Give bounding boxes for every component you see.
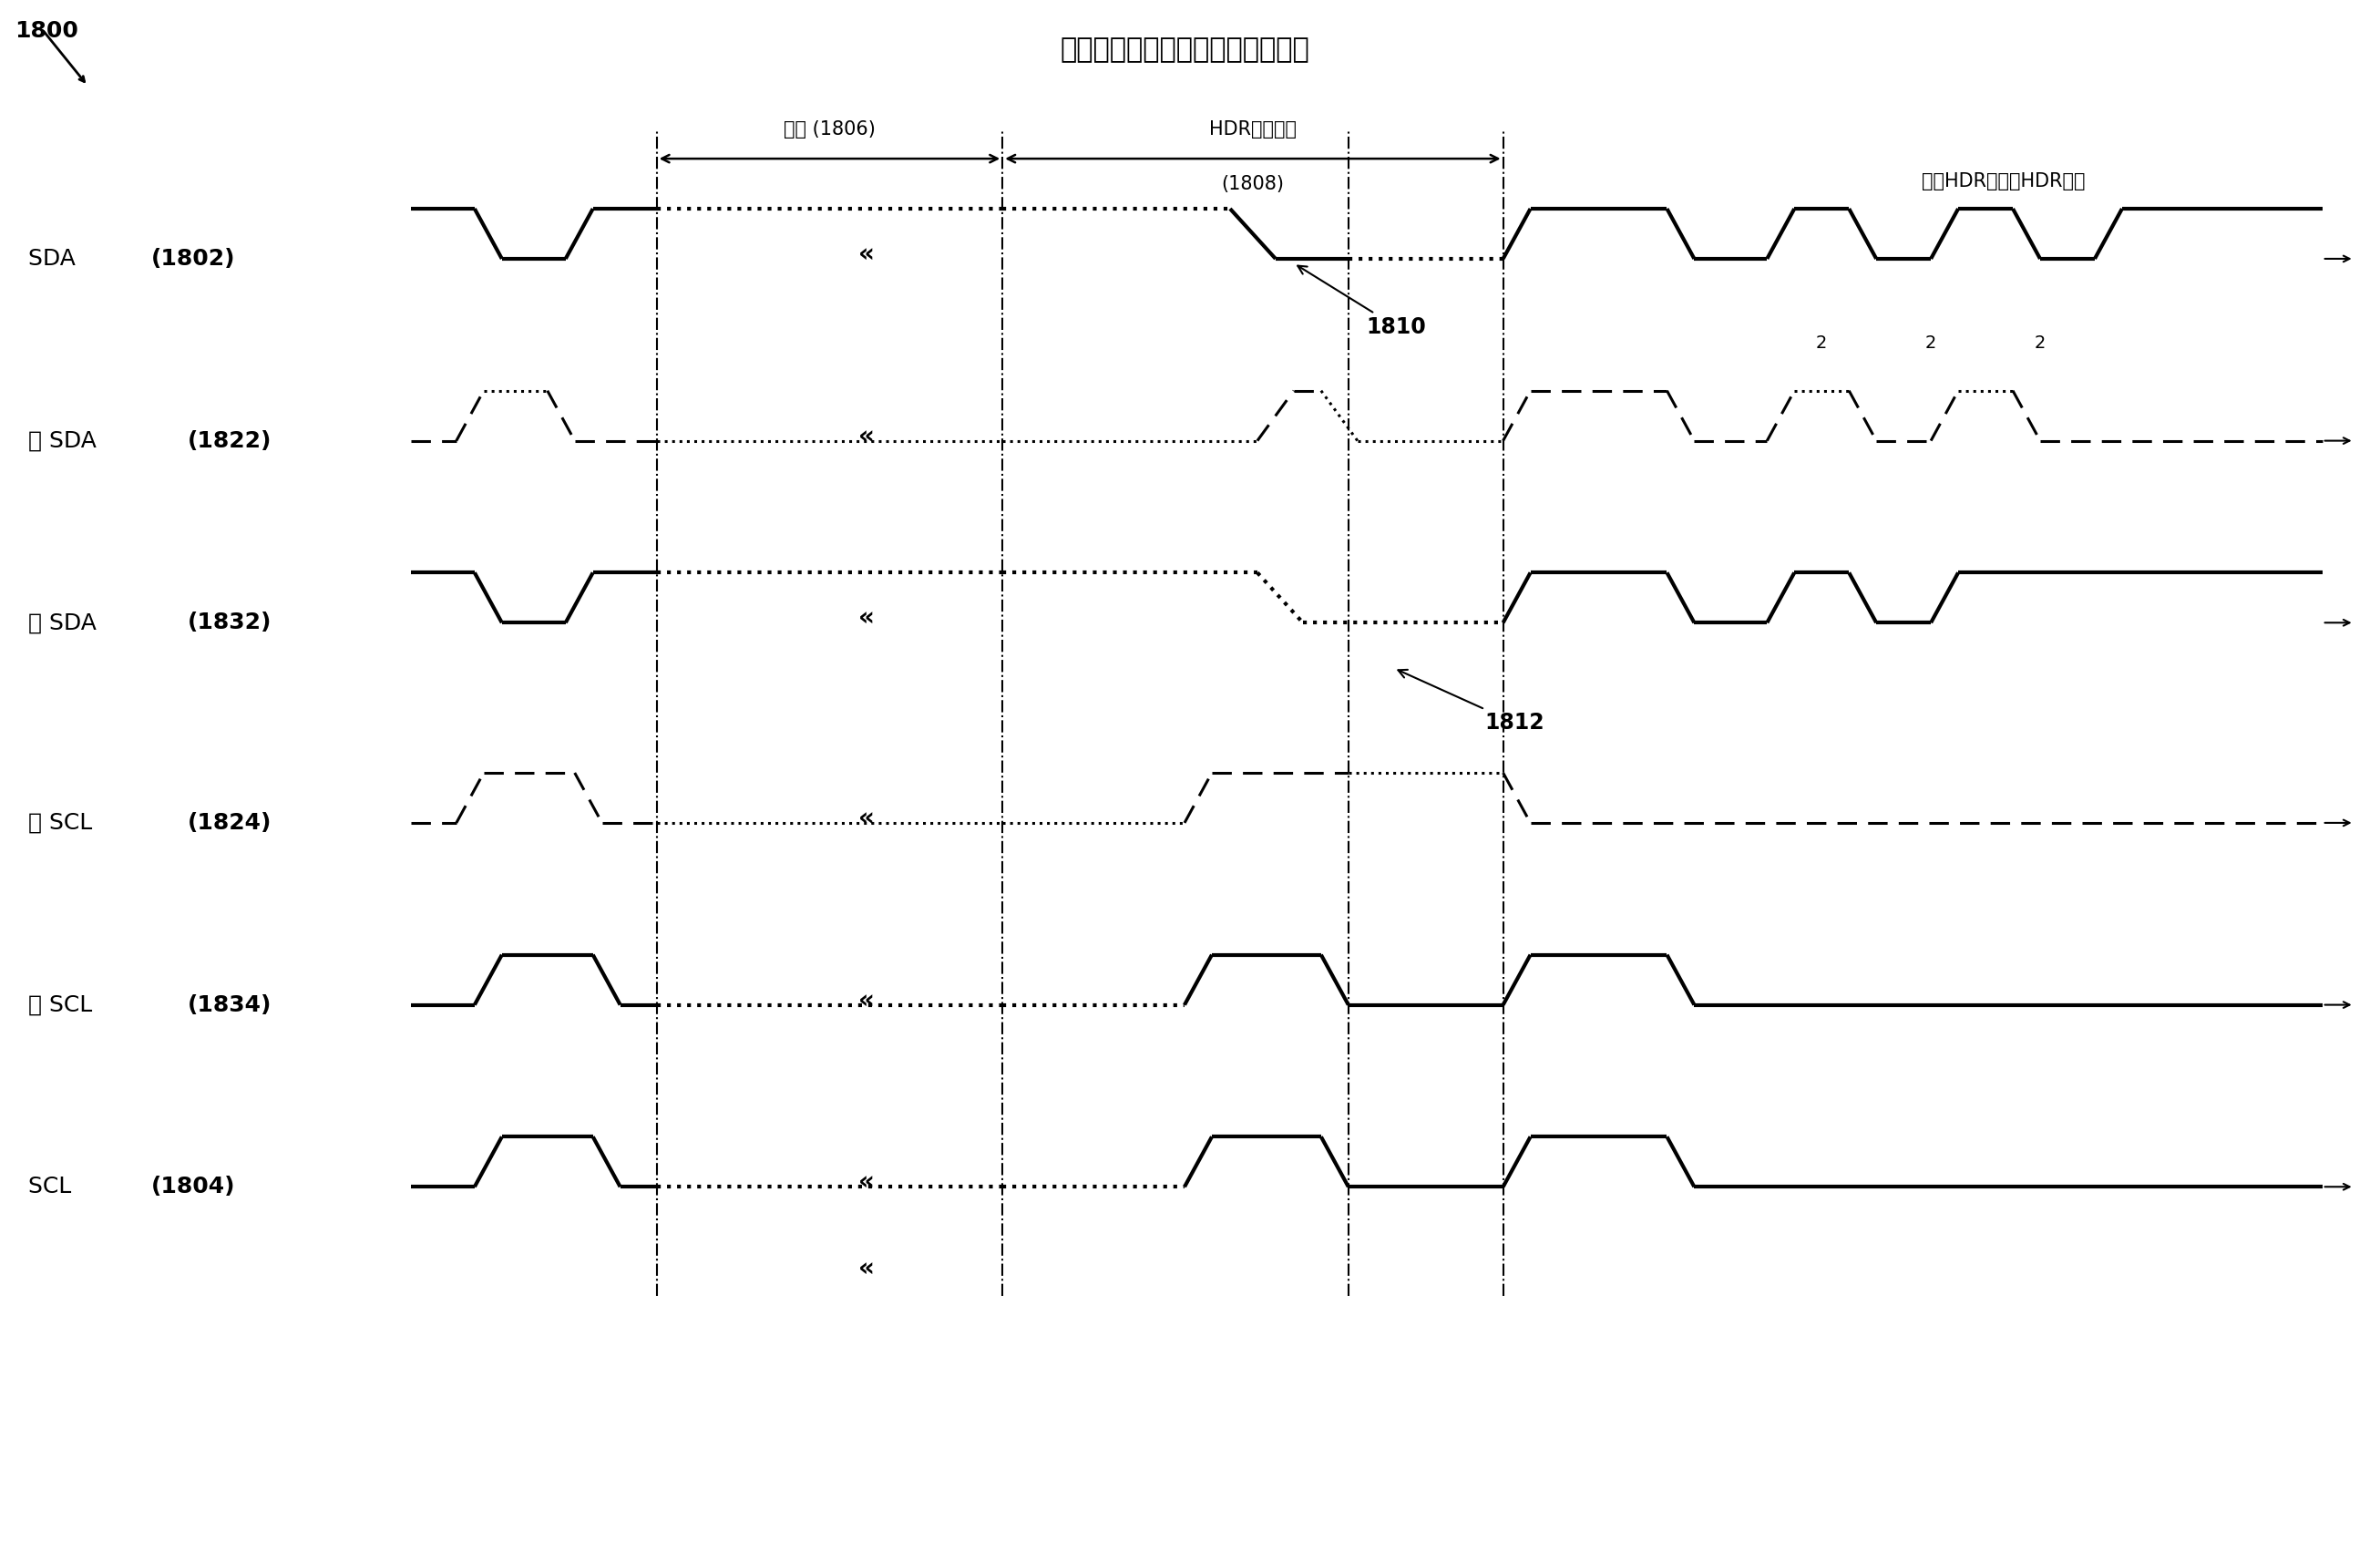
Text: (1832): (1832) — [188, 611, 271, 633]
Text: 1812: 1812 — [1397, 670, 1545, 734]
Text: «: « — [857, 424, 873, 449]
Text: 主 SDA: 主 SDA — [29, 611, 105, 633]
Text: SDA: SDA — [29, 248, 90, 270]
Text: «: « — [857, 1256, 873, 1282]
Text: «: « — [857, 605, 873, 632]
Text: «: « — [857, 805, 873, 830]
Text: «: « — [857, 1170, 873, 1195]
Text: (1808): (1808) — [1221, 175, 1285, 194]
Text: SCL: SCL — [29, 1176, 86, 1198]
Text: 开始HDR重启或HDR退出: 开始HDR重启或HDR退出 — [1923, 172, 2085, 191]
Text: 从 SCL: 从 SCL — [29, 812, 100, 833]
Text: 2: 2 — [1816, 334, 1828, 352]
Text: «: « — [857, 987, 873, 1013]
Text: (1802): (1802) — [152, 248, 236, 270]
Text: (1824): (1824) — [188, 812, 271, 833]
Text: (1834): (1834) — [188, 993, 271, 1015]
Text: 1810: 1810 — [1297, 265, 1426, 338]
Text: 2: 2 — [2035, 334, 2047, 352]
Text: «: « — [857, 242, 873, 267]
Text: 主 SCL: 主 SCL — [29, 993, 100, 1015]
Text: (1804): (1804) — [152, 1176, 236, 1198]
Text: 从 SDA: 从 SDA — [29, 430, 105, 452]
Text: 延迟 (1806): 延迟 (1806) — [783, 121, 876, 138]
Text: 2: 2 — [1925, 334, 1937, 352]
Text: 从接收器结束主设备到从设备传送: 从接收器结束主设备到从设备传送 — [1059, 36, 1309, 62]
Text: (1822): (1822) — [188, 430, 271, 452]
Text: 1800: 1800 — [14, 20, 79, 42]
Text: HDR提前终止: HDR提前终止 — [1209, 121, 1297, 138]
